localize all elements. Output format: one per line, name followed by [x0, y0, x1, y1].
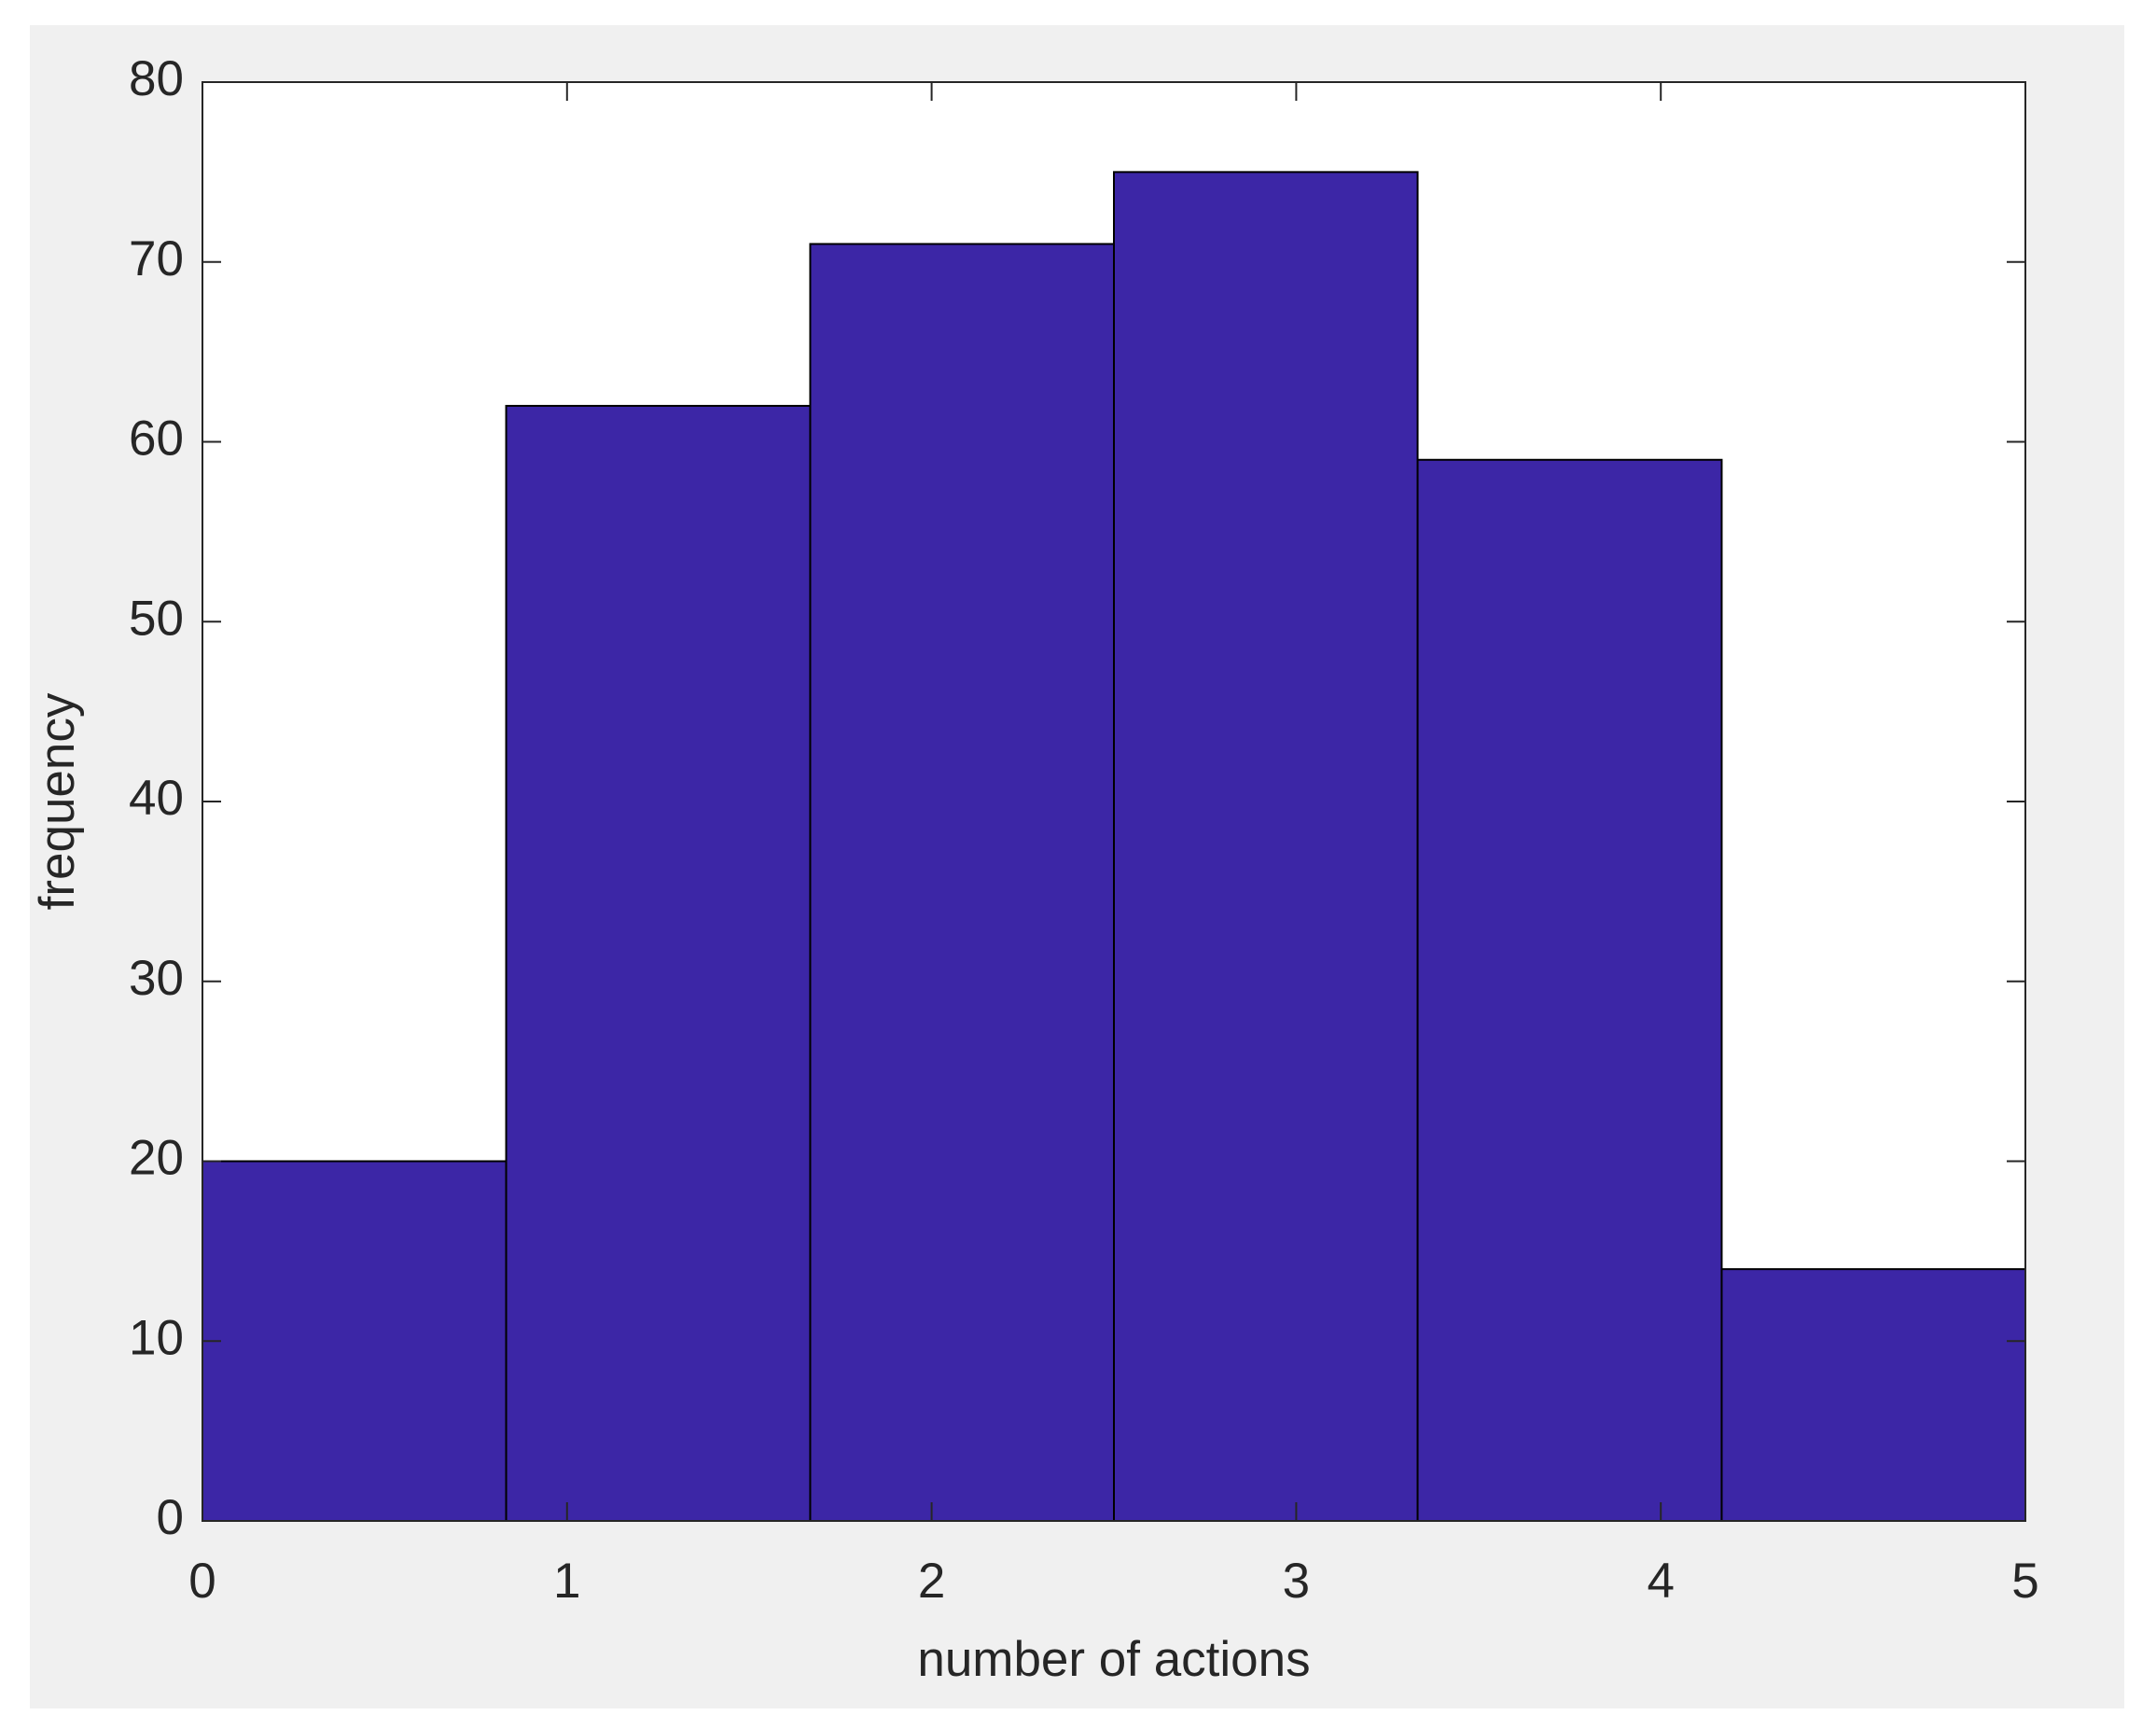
y-tick-label: 40 — [129, 771, 184, 826]
x-tick-label: 2 — [918, 1554, 945, 1609]
y-tick-label: 10 — [129, 1310, 184, 1365]
bar — [505, 404, 812, 1523]
y-tick-label: 20 — [129, 1131, 184, 1186]
x-tick-label: 1 — [553, 1554, 580, 1609]
y-tick-label: 60 — [129, 411, 184, 467]
bar — [202, 1160, 508, 1522]
y-axis-label: frequency — [30, 692, 85, 910]
bar — [1720, 1268, 2027, 1523]
y-tick-label: 50 — [129, 591, 184, 646]
x-tick-label: 4 — [1647, 1554, 1674, 1609]
x-tick-label: 3 — [1283, 1554, 1310, 1609]
y-tick-label: 70 — [129, 231, 184, 286]
y-tick-label: 30 — [129, 951, 184, 1006]
y-tick-label: 0 — [157, 1490, 184, 1545]
x-axis-label: number of actions — [917, 1632, 1310, 1687]
marks — [202, 171, 2027, 1523]
x-tick-label: 0 — [188, 1554, 216, 1609]
bar — [809, 243, 1116, 1523]
x-tick-label: 5 — [2011, 1554, 2038, 1609]
bar — [1416, 458, 1723, 1522]
bar — [1113, 171, 1419, 1522]
y-tick-label: 80 — [129, 51, 184, 106]
